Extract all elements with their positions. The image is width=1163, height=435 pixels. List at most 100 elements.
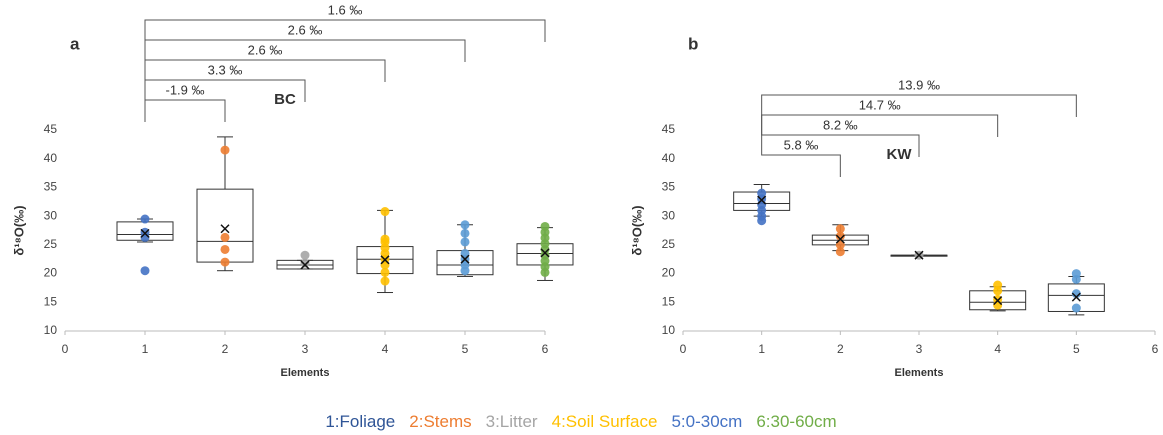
legend-entry: 2:Stems xyxy=(409,412,471,431)
legend: 1:Foliage 2:Stems 3:Litter 4:Soil Surface 5:… xyxy=(325,412,836,431)
data-point xyxy=(300,258,310,268)
y-tick-label: 30 xyxy=(44,208,58,222)
data-point xyxy=(835,224,845,234)
data-point xyxy=(140,266,150,276)
mean-marker xyxy=(757,195,767,205)
data-point xyxy=(220,257,230,267)
y-tick-label: 20 xyxy=(44,266,58,280)
x-tick-label: 6 xyxy=(542,342,549,356)
annotation: KW xyxy=(887,146,913,163)
bracket-label: 2.6 ‰ xyxy=(288,22,323,37)
bracket-label: 5.8 ‰ xyxy=(784,137,819,152)
y-tick-label: 40 xyxy=(44,151,58,165)
bracket-label: 2.6 ‰ xyxy=(248,42,283,57)
bracket xyxy=(144,19,546,122)
data-point xyxy=(993,280,1003,290)
data-point xyxy=(140,227,150,237)
bracket-label: -1.9 ‰ xyxy=(165,82,204,97)
bracket xyxy=(144,99,226,122)
mean-marker xyxy=(460,254,470,264)
y-tick-label: 35 xyxy=(44,180,58,194)
data-point xyxy=(540,221,550,231)
y-tick-label: 10 xyxy=(662,323,676,337)
mean-marker xyxy=(914,250,924,260)
legend-entry: 5:0-30cm xyxy=(671,412,742,431)
bracket-label: 13.9 ‰ xyxy=(898,77,940,92)
x-tick-label: 6 xyxy=(1152,342,1159,356)
y-tick-label: 40 xyxy=(662,151,676,165)
data-point xyxy=(220,145,230,155)
x-tick-label: 1 xyxy=(142,342,149,356)
bracket xyxy=(761,94,1077,122)
x-tick-label: 4 xyxy=(994,342,1001,356)
data-point xyxy=(380,207,390,217)
panel-title: b xyxy=(688,34,698,53)
x-tick-label: 0 xyxy=(62,342,69,356)
data-point xyxy=(220,232,230,242)
mean-marker xyxy=(380,255,390,265)
mean-marker xyxy=(140,228,150,238)
y-tick-label: 45 xyxy=(44,122,58,136)
x-tick-label: 1 xyxy=(758,342,765,356)
y-tick-label: 25 xyxy=(44,237,58,251)
data-point xyxy=(460,248,470,258)
y-tick-label: 15 xyxy=(44,294,58,308)
y-axis-label: δ¹⁸O(‰) xyxy=(629,205,644,255)
annotation: BC xyxy=(274,91,296,108)
data-point xyxy=(1071,269,1081,279)
data-point xyxy=(835,247,845,257)
x-tick-label: 2 xyxy=(222,342,229,356)
mean-marker xyxy=(835,234,845,244)
legend-entry: 3:Litter xyxy=(486,412,538,431)
y-tick-label: 10 xyxy=(44,323,58,337)
data-point xyxy=(1071,303,1081,313)
legend-entry: 4:Soil Surface xyxy=(552,412,658,431)
bracket-label: 14.7 ‰ xyxy=(859,97,901,112)
bracket xyxy=(761,114,999,137)
x-tick-label: 5 xyxy=(1073,342,1080,356)
y-tick-label: 20 xyxy=(662,266,676,280)
bracket-label: 3.3 ‰ xyxy=(208,62,243,77)
x-axis-label: Elements xyxy=(895,367,944,379)
x-tick-label: 4 xyxy=(382,342,389,356)
y-tick-label: 15 xyxy=(662,294,676,308)
x-axis-label: Elements xyxy=(281,367,330,379)
data-point xyxy=(220,244,230,254)
data-point xyxy=(460,220,470,230)
data-point xyxy=(757,188,767,198)
x-tick-label: 2 xyxy=(837,342,844,356)
mean-marker xyxy=(300,260,310,270)
y-tick-label: 45 xyxy=(662,122,676,136)
y-tick-label: 25 xyxy=(662,237,676,251)
data-point xyxy=(380,234,390,244)
data-point xyxy=(460,228,470,238)
mean-marker xyxy=(993,296,1003,306)
y-axis-label: δ¹⁸O(‰) xyxy=(11,205,26,255)
legend-entry: 6:30-60cm xyxy=(756,412,836,431)
legend-entry: 1:Foliage xyxy=(325,412,395,431)
bracket-label: 8.2 ‰ xyxy=(823,117,858,132)
data-point xyxy=(300,250,310,260)
data-point xyxy=(380,276,390,286)
x-tick-label: 3 xyxy=(302,342,309,356)
data-point xyxy=(380,267,390,277)
bracket xyxy=(761,122,841,177)
bracket-label: 1.6 ‰ xyxy=(328,2,363,17)
data-point xyxy=(140,214,150,224)
x-tick-label: 3 xyxy=(916,342,923,356)
data-point xyxy=(835,231,845,241)
data-point xyxy=(835,240,845,250)
x-tick-label: 0 xyxy=(680,342,687,356)
mean-marker xyxy=(1071,292,1081,302)
data-point xyxy=(460,237,470,247)
x-tick-label: 5 xyxy=(462,342,469,356)
mean-marker xyxy=(540,248,550,258)
data-point xyxy=(993,294,1003,304)
mean-marker xyxy=(220,224,230,234)
y-tick-label: 30 xyxy=(662,208,676,222)
bracket xyxy=(761,122,920,157)
panel-title: a xyxy=(70,34,80,53)
y-tick-label: 35 xyxy=(662,180,676,194)
